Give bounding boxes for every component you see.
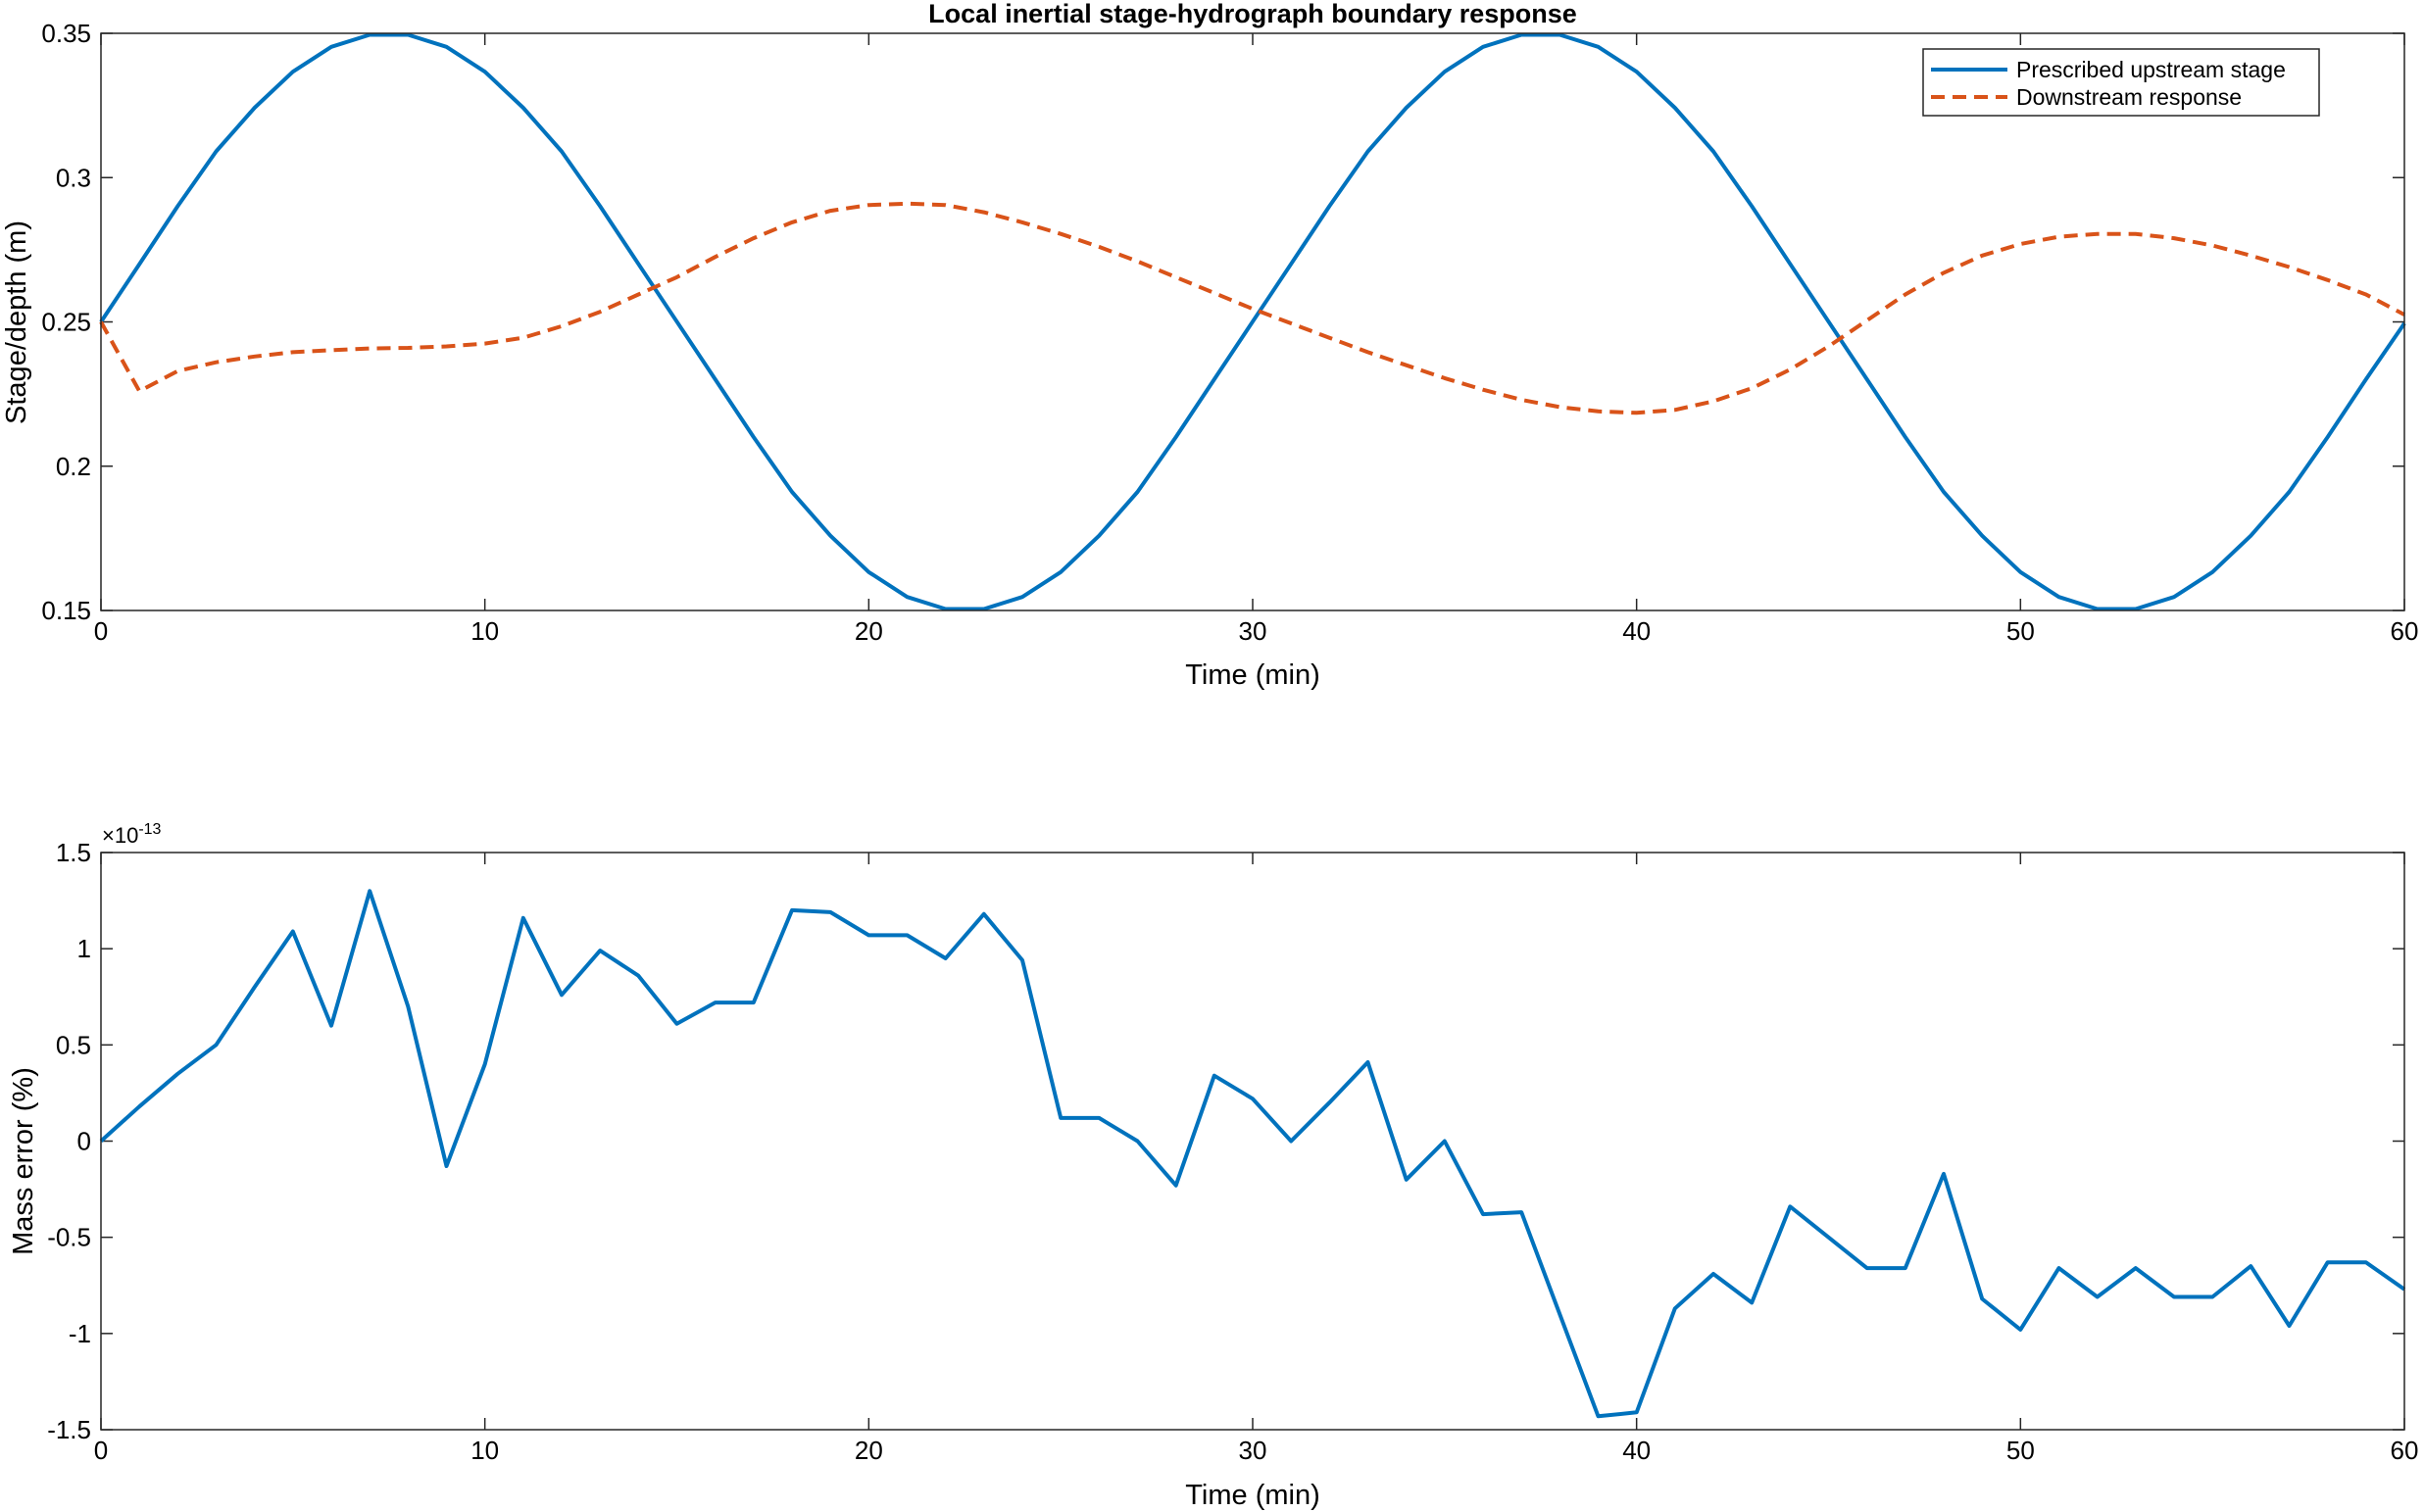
mass-error-plot-x-tick-label: 20 [855, 1436, 883, 1465]
stage-plot-y-tick-label: 0.25 [41, 308, 91, 337]
stage-plot-series [99, 32, 2406, 611]
legend-label-upstream: Prescribed upstream stage [2016, 57, 2286, 82]
stage-plot: Local inertial stage-hydrograph boundary… [1, 0, 2418, 691]
mass-error-plot-x-tick-label: 50 [2006, 1436, 2035, 1465]
stage-plot-xlabel: Time (min) [1185, 659, 1319, 691]
stage-plot-y-ticks: 0.15 0.2 0.25 0.3 0.35 [41, 19, 2404, 625]
exponent-base: ×10 [102, 823, 138, 848]
stage-plot-x-tick-label: 0 [94, 616, 108, 646]
mass-error-plot-x-tick-label: 40 [1622, 1436, 1651, 1465]
mass-error-plot-y-tick-label: 0 [77, 1127, 91, 1156]
mass-error-plot-x-tick-label: 0 [94, 1436, 108, 1465]
mass-error-plot-y-tick-label: -1.5 [47, 1415, 91, 1444]
mass-error-plot-xlabel: Time (min) [1185, 1480, 1319, 1511]
mass-error-plot: Time (min) Mass error (%) ×10-13 0 10 20 30… [8, 821, 2418, 1511]
mass-error-plot-y-tick-label: 0.5 [56, 1030, 91, 1059]
series-line-prescribed-upstream-stage [99, 32, 2406, 611]
mass-error-plot-x-tick-label: 60 [2391, 1436, 2419, 1465]
legend: Prescribed upstream stage Downstream res… [1922, 48, 2320, 117]
stage-plot-x-ticks: 0 10 20 30 40 50 60 [94, 33, 2419, 646]
mass-error-plot-y-tick-label: 1 [77, 934, 91, 963]
exponent-power: -13 [138, 821, 161, 838]
mass-error-plot-axes-box [100, 852, 2405, 1431]
stage-plot-axes-box [100, 32, 2405, 611]
stage-plot-y-tick-label: 0.3 [56, 163, 91, 192]
mass-error-plot-y-tick-label: 1.5 [56, 838, 91, 867]
mass-error-plot-y-ticks: -1.5 -1 -0.5 0 0.5 1 1.5 [47, 838, 2404, 1444]
mass-error-plot-y-tick-label: -0.5 [47, 1223, 91, 1252]
stage-plot-x-tick-label: 30 [1239, 616, 1267, 646]
stage-plot-y-tick-label: 0.2 [56, 452, 91, 481]
series-line-mass-error [99, 889, 2406, 1419]
mass-error-plot-y-tick-label: -1 [69, 1319, 91, 1348]
series-line-downstream-response [99, 201, 2405, 415]
legend-label-downstream: Downstream response [2016, 84, 2242, 110]
mass-error-exponent: ×10-13 [102, 821, 162, 848]
stage-plot-ylabel: Stage/depth (m) [1, 220, 32, 424]
legend-box [1922, 48, 2320, 117]
mass-error-plot-ylabel: Mass error (%) [8, 1067, 39, 1255]
stage-plot-x-tick-label: 40 [1622, 616, 1651, 646]
stage-plot-y-tick-label: 0.15 [41, 596, 91, 625]
stage-plot-title: Local inertial stage-hydrograph boundary… [928, 0, 1577, 28]
mass-error-plot-x-tick-label: 10 [470, 1436, 499, 1465]
stage-plot-x-tick-label: 60 [2391, 616, 2419, 646]
stage-plot-x-tick-label: 50 [2006, 616, 2035, 646]
stage-plot-y-tick-label: 0.35 [41, 19, 91, 48]
stage-plot-x-tick-label: 20 [855, 616, 883, 646]
stage-plot-x-tick-label: 10 [470, 616, 499, 646]
mass-error-plot-x-tick-label: 30 [1239, 1436, 1267, 1465]
mass-error-plot-series [99, 889, 2406, 1419]
